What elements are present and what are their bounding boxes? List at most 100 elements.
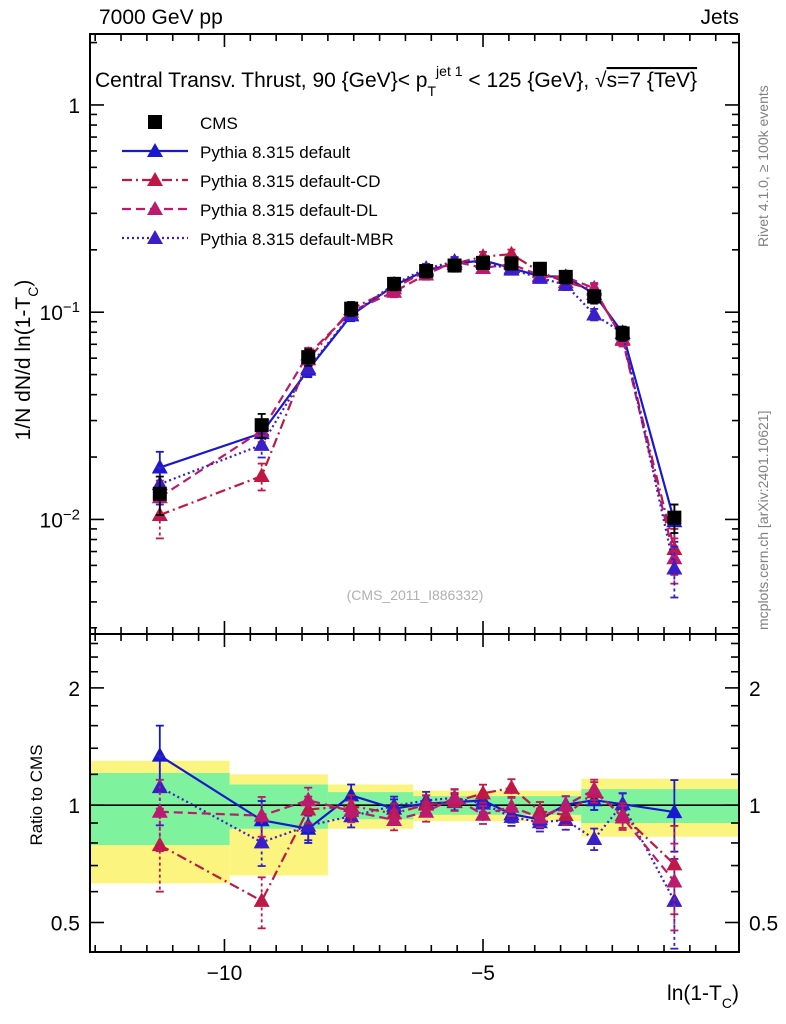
main-0-marker — [558, 269, 573, 284]
ratio-1-marker — [151, 836, 168, 852]
ratio-1-marker — [503, 779, 520, 794]
main-0-marker — [667, 510, 682, 525]
ratio-0-marker — [151, 747, 168, 762]
legend-entry-cms[interactable]: CMS — [148, 114, 238, 133]
mcplots-source-note: mcplots.cern.ch [arXiv:2401.10621] — [755, 411, 771, 630]
header-analysis-label: Jets — [700, 6, 739, 29]
legend-entry-pythia-8-315-default[interactable]: Pythia 8.315 default — [122, 143, 351, 162]
header-beam-label: 7000 GeV pp — [99, 6, 223, 29]
main-0-marker — [587, 289, 602, 304]
title-part: ln(1-T — [667, 982, 722, 1005]
title-part: ) — [12, 280, 35, 287]
legend-entry-pythia-8-315-default-dl[interactable]: Pythia 8.315 default-DL — [122, 201, 378, 220]
legend-label: CMS — [200, 114, 238, 133]
main-0-marker — [419, 264, 434, 279]
legend-label: Pythia 8.315 default-MBR — [200, 230, 394, 249]
title-part: √ — [595, 69, 607, 92]
legend-marker-triangle — [147, 143, 163, 157]
x-tick-label: −5 — [471, 962, 495, 985]
analysis-id-watermark: (CMS_2011_I886332) — [347, 587, 484, 603]
ratio-0-marker — [666, 803, 683, 819]
main-0-marker — [387, 276, 402, 291]
main-0-marker — [447, 258, 462, 273]
ratio-3-marker — [300, 817, 317, 832]
title-part: C — [25, 287, 41, 297]
ratio-panel: −10 −5 2 2 1 1 0.5 0.5 — [51, 633, 778, 985]
ratio-2-marker — [418, 803, 435, 818]
ratio-panel-frame — [89, 633, 740, 953]
legend-marker-square — [148, 115, 162, 129]
series-pythia-8-315-default-cd — [151, 245, 683, 576]
ratio-2-marker — [614, 808, 631, 824]
main-0-marker — [504, 256, 519, 271]
y-tick-exponent: −2 — [63, 506, 80, 523]
main-4-marker — [300, 359, 317, 374]
legend-entry-pythia-8-315-default-cd[interactable]: Pythia 8.315 default-CD — [122, 172, 381, 191]
ratio-2-marker — [666, 873, 683, 888]
ratio-3-marker — [253, 833, 270, 849]
legend-label: Pythia 8.315 default-CD — [200, 172, 381, 191]
y-tick-base: 10 — [40, 302, 63, 325]
legend-label: Pythia 8.315 default-DL — [200, 201, 378, 220]
main-4-marker — [586, 305, 603, 321]
y-tick-label-main: 10−1 — [40, 299, 80, 325]
title-part: < 125 {GeV}, — [463, 69, 596, 92]
ratio-0-marker — [343, 786, 360, 802]
main-4-marker — [253, 436, 270, 451]
ratio-2-marker — [446, 789, 463, 804]
main-0-marker — [476, 255, 491, 270]
series-cms — [152, 255, 682, 534]
y-tick-label-main: 10−2 — [40, 506, 80, 532]
series-pythia-8-315-default — [151, 251, 683, 543]
main-2-marker — [253, 467, 270, 483]
ratio-2-marker — [386, 811, 403, 827]
title-part: Central Transv. Thrust, 90 {GeV}< p — [95, 69, 427, 92]
main-4-marker — [666, 559, 683, 575]
y-tick-label-ratio-left: 1 — [68, 795, 80, 818]
y-tick-label-ratio-right: 1 — [749, 795, 761, 818]
title-part: T — [427, 83, 436, 99]
rivet-version-note: Rivet 4.1.0, ≥ 100k events — [755, 85, 771, 247]
main-2-line — [159, 253, 676, 550]
main-4-marker — [531, 269, 548, 284]
legend-entry-pythia-8-315-default-mbr[interactable]: Pythia 8.315 default-MBR — [122, 230, 394, 249]
ratio-2-marker — [503, 798, 520, 813]
ratio-2-marker — [531, 809, 548, 824]
title-part: 1/N dN/d ln(1-T — [12, 297, 35, 441]
main-3-marker — [666, 549, 683, 565]
legend-label: Pythia 8.315 default — [200, 143, 351, 162]
y-tick-label-ratio-right: 0.5 — [749, 912, 778, 935]
main-0-marker — [301, 350, 316, 365]
plot-title: Central Transv. Thrust, 90 {GeV}< pTjet … — [95, 63, 697, 99]
ratio-2-marker — [475, 806, 492, 821]
y-tick-label-ratio-left: 2 — [68, 678, 80, 701]
main-distribution-panel: 110−110−2 — [40, 33, 740, 635]
title-part: jet 1 — [435, 63, 463, 79]
ratio-band-inner — [229, 784, 328, 829]
main-0-marker — [344, 301, 359, 316]
ratio-2-marker — [557, 796, 574, 812]
ratio-2-marker — [253, 807, 270, 822]
ratio-3-marker — [586, 830, 603, 845]
ratio-1-line — [159, 786, 676, 903]
y-tick-exponent: −1 — [63, 299, 80, 316]
x-tick-label: −10 — [207, 962, 243, 985]
title-part: s=7 {TeV} — [607, 69, 698, 92]
main-0-marker — [532, 261, 547, 276]
ratio-2-marker — [343, 802, 360, 818]
main-3-line — [159, 260, 676, 559]
legend-marker-triangle — [147, 230, 163, 244]
main-0-marker — [152, 486, 167, 501]
main-1-marker — [151, 459, 168, 474]
y-axis-label-ratio: Ratio to CMS — [27, 744, 46, 845]
main-panel-frame — [89, 33, 740, 635]
title-part: C — [722, 995, 732, 1011]
y-tick-label-ratio-left: 0.5 — [51, 912, 80, 935]
ratio-2-marker — [151, 803, 168, 818]
y-axis-label-main: 1/N dN/d ln(1-TC) — [12, 280, 41, 441]
legend: CMS Pythia 8.315 default Pythia 8.315 defa… — [122, 114, 394, 249]
main-4-line — [159, 260, 676, 569]
main-0-marker — [615, 326, 630, 341]
